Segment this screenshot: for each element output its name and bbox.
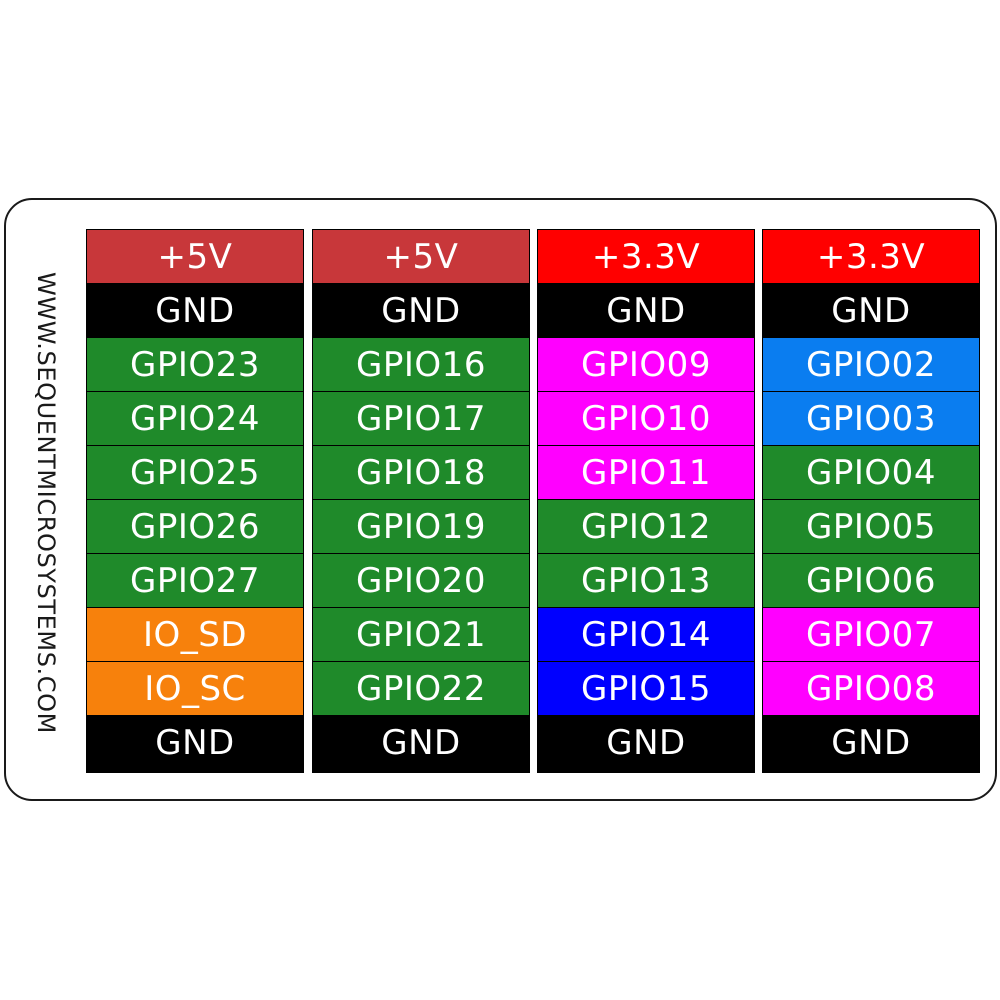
pin-column-4: +3.3V GND GPIO02 GPIO03 GPIO04 GPIO05 GP… xyxy=(762,229,980,773)
pin-c1-r6: GPIO26 xyxy=(87,500,303,553)
pin-c2-r8: GPIO21 xyxy=(313,608,529,661)
pin-c3-r9: GPIO15 xyxy=(538,662,754,715)
vendor-url-text: WWW.SEQUENTMICROSYSTEMS.COM xyxy=(32,272,60,734)
pin-c2-r1: +5V xyxy=(313,230,529,283)
pin-c3-r10: GND xyxy=(538,716,754,769)
pin-c1-r5: GPIO25 xyxy=(87,446,303,499)
pin-c3-r1: +3.3V xyxy=(538,230,754,283)
pin-c1-r3: GPIO23 xyxy=(87,338,303,391)
pin-c4-r4: GPIO03 xyxy=(763,392,979,445)
pin-c1-r4: GPIO24 xyxy=(87,392,303,445)
pin-c4-r6: GPIO05 xyxy=(763,500,979,553)
pin-c4-r10: GND xyxy=(763,716,979,769)
pin-c1-r2: GND xyxy=(87,284,303,337)
pin-c1-r1: +5V xyxy=(87,230,303,283)
pin-c3-r7: GPIO13 xyxy=(538,554,754,607)
pin-c1-r10: GND xyxy=(87,716,303,769)
pin-c2-r5: GPIO18 xyxy=(313,446,529,499)
pin-c4-r5: GPIO04 xyxy=(763,446,979,499)
pin-c3-r4: GPIO10 xyxy=(538,392,754,445)
pin-column-3: +3.3V GND GPIO09 GPIO10 GPIO11 GPIO12 GP… xyxy=(537,229,755,773)
pin-c4-r2: GND xyxy=(763,284,979,337)
pin-c3-r6: GPIO12 xyxy=(538,500,754,553)
pin-c2-r9: GPIO22 xyxy=(313,662,529,715)
pin-c4-r7: GPIO06 xyxy=(763,554,979,607)
pin-c4-r8: GPIO07 xyxy=(763,608,979,661)
pin-c2-r6: GPIO19 xyxy=(313,500,529,553)
pin-c2-r4: GPIO17 xyxy=(313,392,529,445)
pin-c4-r3: GPIO02 xyxy=(763,338,979,391)
pin-c1-r7: GPIO27 xyxy=(87,554,303,607)
pin-column-2: +5V GND GPIO16 GPIO17 GPIO18 GPIO19 GPIO… xyxy=(312,229,530,773)
pin-c1-r9: IO_SC xyxy=(87,662,303,715)
pin-column-1: +5V GND GPIO23 GPIO24 GPIO25 GPIO26 GPIO… xyxy=(86,229,304,773)
pin-c2-r2: GND xyxy=(313,284,529,337)
pin-c3-r8: GPIO14 xyxy=(538,608,754,661)
pin-c4-r9: GPIO08 xyxy=(763,662,979,715)
pin-c2-r7: GPIO20 xyxy=(313,554,529,607)
pin-c2-r3: GPIO16 xyxy=(313,338,529,391)
pin-c4-r1: +3.3V xyxy=(763,230,979,283)
pin-c2-r10: GND xyxy=(313,716,529,769)
pin-c3-r3: GPIO09 xyxy=(538,338,754,391)
pin-c1-r8: IO_SD xyxy=(87,608,303,661)
pin-c3-r5: GPIO11 xyxy=(538,446,754,499)
pin-c3-r2: GND xyxy=(538,284,754,337)
